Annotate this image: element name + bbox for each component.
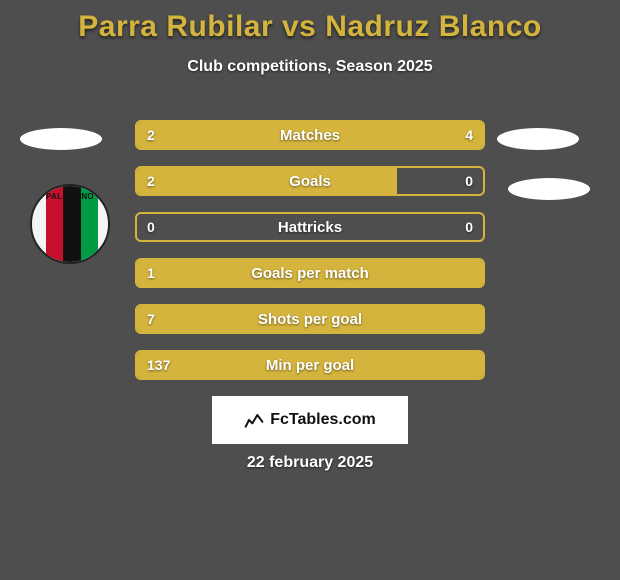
stat-label: Hattricks (137, 214, 483, 240)
stat-row: 7Shots per goal (135, 304, 485, 334)
player-right-photo-placeholder-1 (497, 128, 579, 150)
player-left-photo-placeholder (20, 128, 102, 150)
badge-text: PALESTINO (32, 192, 108, 201)
club-badge-palestino: PALESTINO (30, 184, 110, 264)
page-title: Parra Rubilar vs Nadruz Blanco (0, 0, 620, 44)
stat-row: 20Goals (135, 166, 485, 196)
brand-text: FcTables.com (270, 411, 376, 429)
comparison-infographic: Parra Rubilar vs Nadruz Blanco Club comp… (0, 0, 620, 580)
stats-bars: 24Matches 20Goals 00Hattricks 1Goals per ma… (135, 120, 485, 396)
stat-label: Goals (137, 168, 483, 194)
brand-logo-icon (244, 410, 264, 430)
stat-row: 00Hattricks (135, 212, 485, 242)
subtitle: Club competitions, Season 2025 (0, 58, 620, 76)
date-text: 22 february 2025 (0, 454, 620, 472)
brand-box: FcTables.com (212, 396, 408, 444)
stat-label: Goals per match (137, 260, 483, 286)
stat-label: Shots per goal (137, 306, 483, 332)
stat-label: Min per goal (137, 352, 483, 378)
stat-label: Matches (137, 122, 483, 148)
stat-row: 24Matches (135, 120, 485, 150)
stat-row: 137Min per goal (135, 350, 485, 380)
player-right-photo-placeholder-2 (508, 178, 590, 200)
stat-row: 1Goals per match (135, 258, 485, 288)
